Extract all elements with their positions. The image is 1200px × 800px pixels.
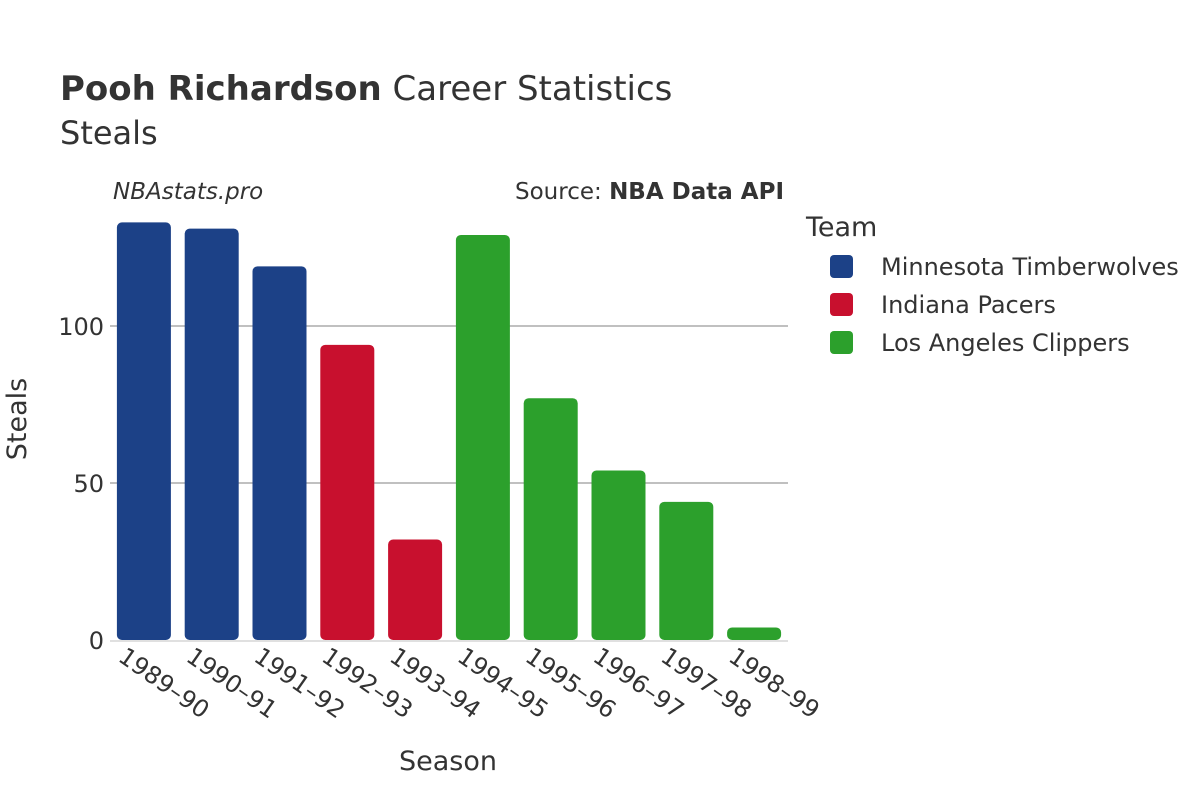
x-tick-labels: 1989–901990–911991–921992–931993–941994–…	[113, 642, 824, 724]
title-player: Pooh Richardson	[60, 69, 382, 109]
y-tick-labels: 0 50 100	[58, 313, 104, 655]
legend-item-label: Los Angeles Clippers	[881, 329, 1130, 357]
x-axis-label: Season	[399, 746, 497, 777]
legend-swatch	[830, 255, 853, 278]
y-tick-label: 0	[89, 627, 104, 655]
bar-1993–94	[388, 539, 443, 640]
bar-1998–99	[727, 627, 782, 640]
bar-1990–91	[184, 228, 239, 640]
legend-swatch	[830, 293, 853, 316]
chart-subtitle: Steals	[60, 114, 158, 152]
bar-1994–95	[455, 234, 510, 640]
source-name: NBA Data API	[609, 179, 784, 205]
title-rest: Career Statistics	[393, 69, 673, 109]
chart-title: Pooh Richardson Career Statistics	[60, 69, 672, 109]
source-prefix: Source:	[515, 179, 609, 205]
legend-item-label: Minnesota Timberwolves	[881, 253, 1179, 281]
bar-1996–97	[591, 470, 646, 640]
bar-1992–93	[320, 344, 375, 640]
bar-1989–90	[116, 222, 171, 640]
bar-1991–92	[252, 266, 307, 640]
y-tick-label: 50	[73, 470, 104, 498]
legend-swatch	[830, 331, 853, 354]
legend-item-label: Indiana Pacers	[881, 291, 1056, 319]
bar-1997–98	[659, 501, 714, 640]
legend: Minnesota Timberwolves Indiana Pacers Los …	[830, 253, 1179, 357]
y-axis-label: Steals	[2, 378, 33, 460]
y-tick-label: 100	[58, 313, 104, 341]
bar-1995–96	[523, 398, 578, 640]
bars	[116, 222, 782, 640]
source-credit: Source: NBA Data API	[515, 179, 784, 205]
watermark: NBAstats.pro	[113, 179, 263, 205]
legend-title: Team	[805, 212, 877, 243]
